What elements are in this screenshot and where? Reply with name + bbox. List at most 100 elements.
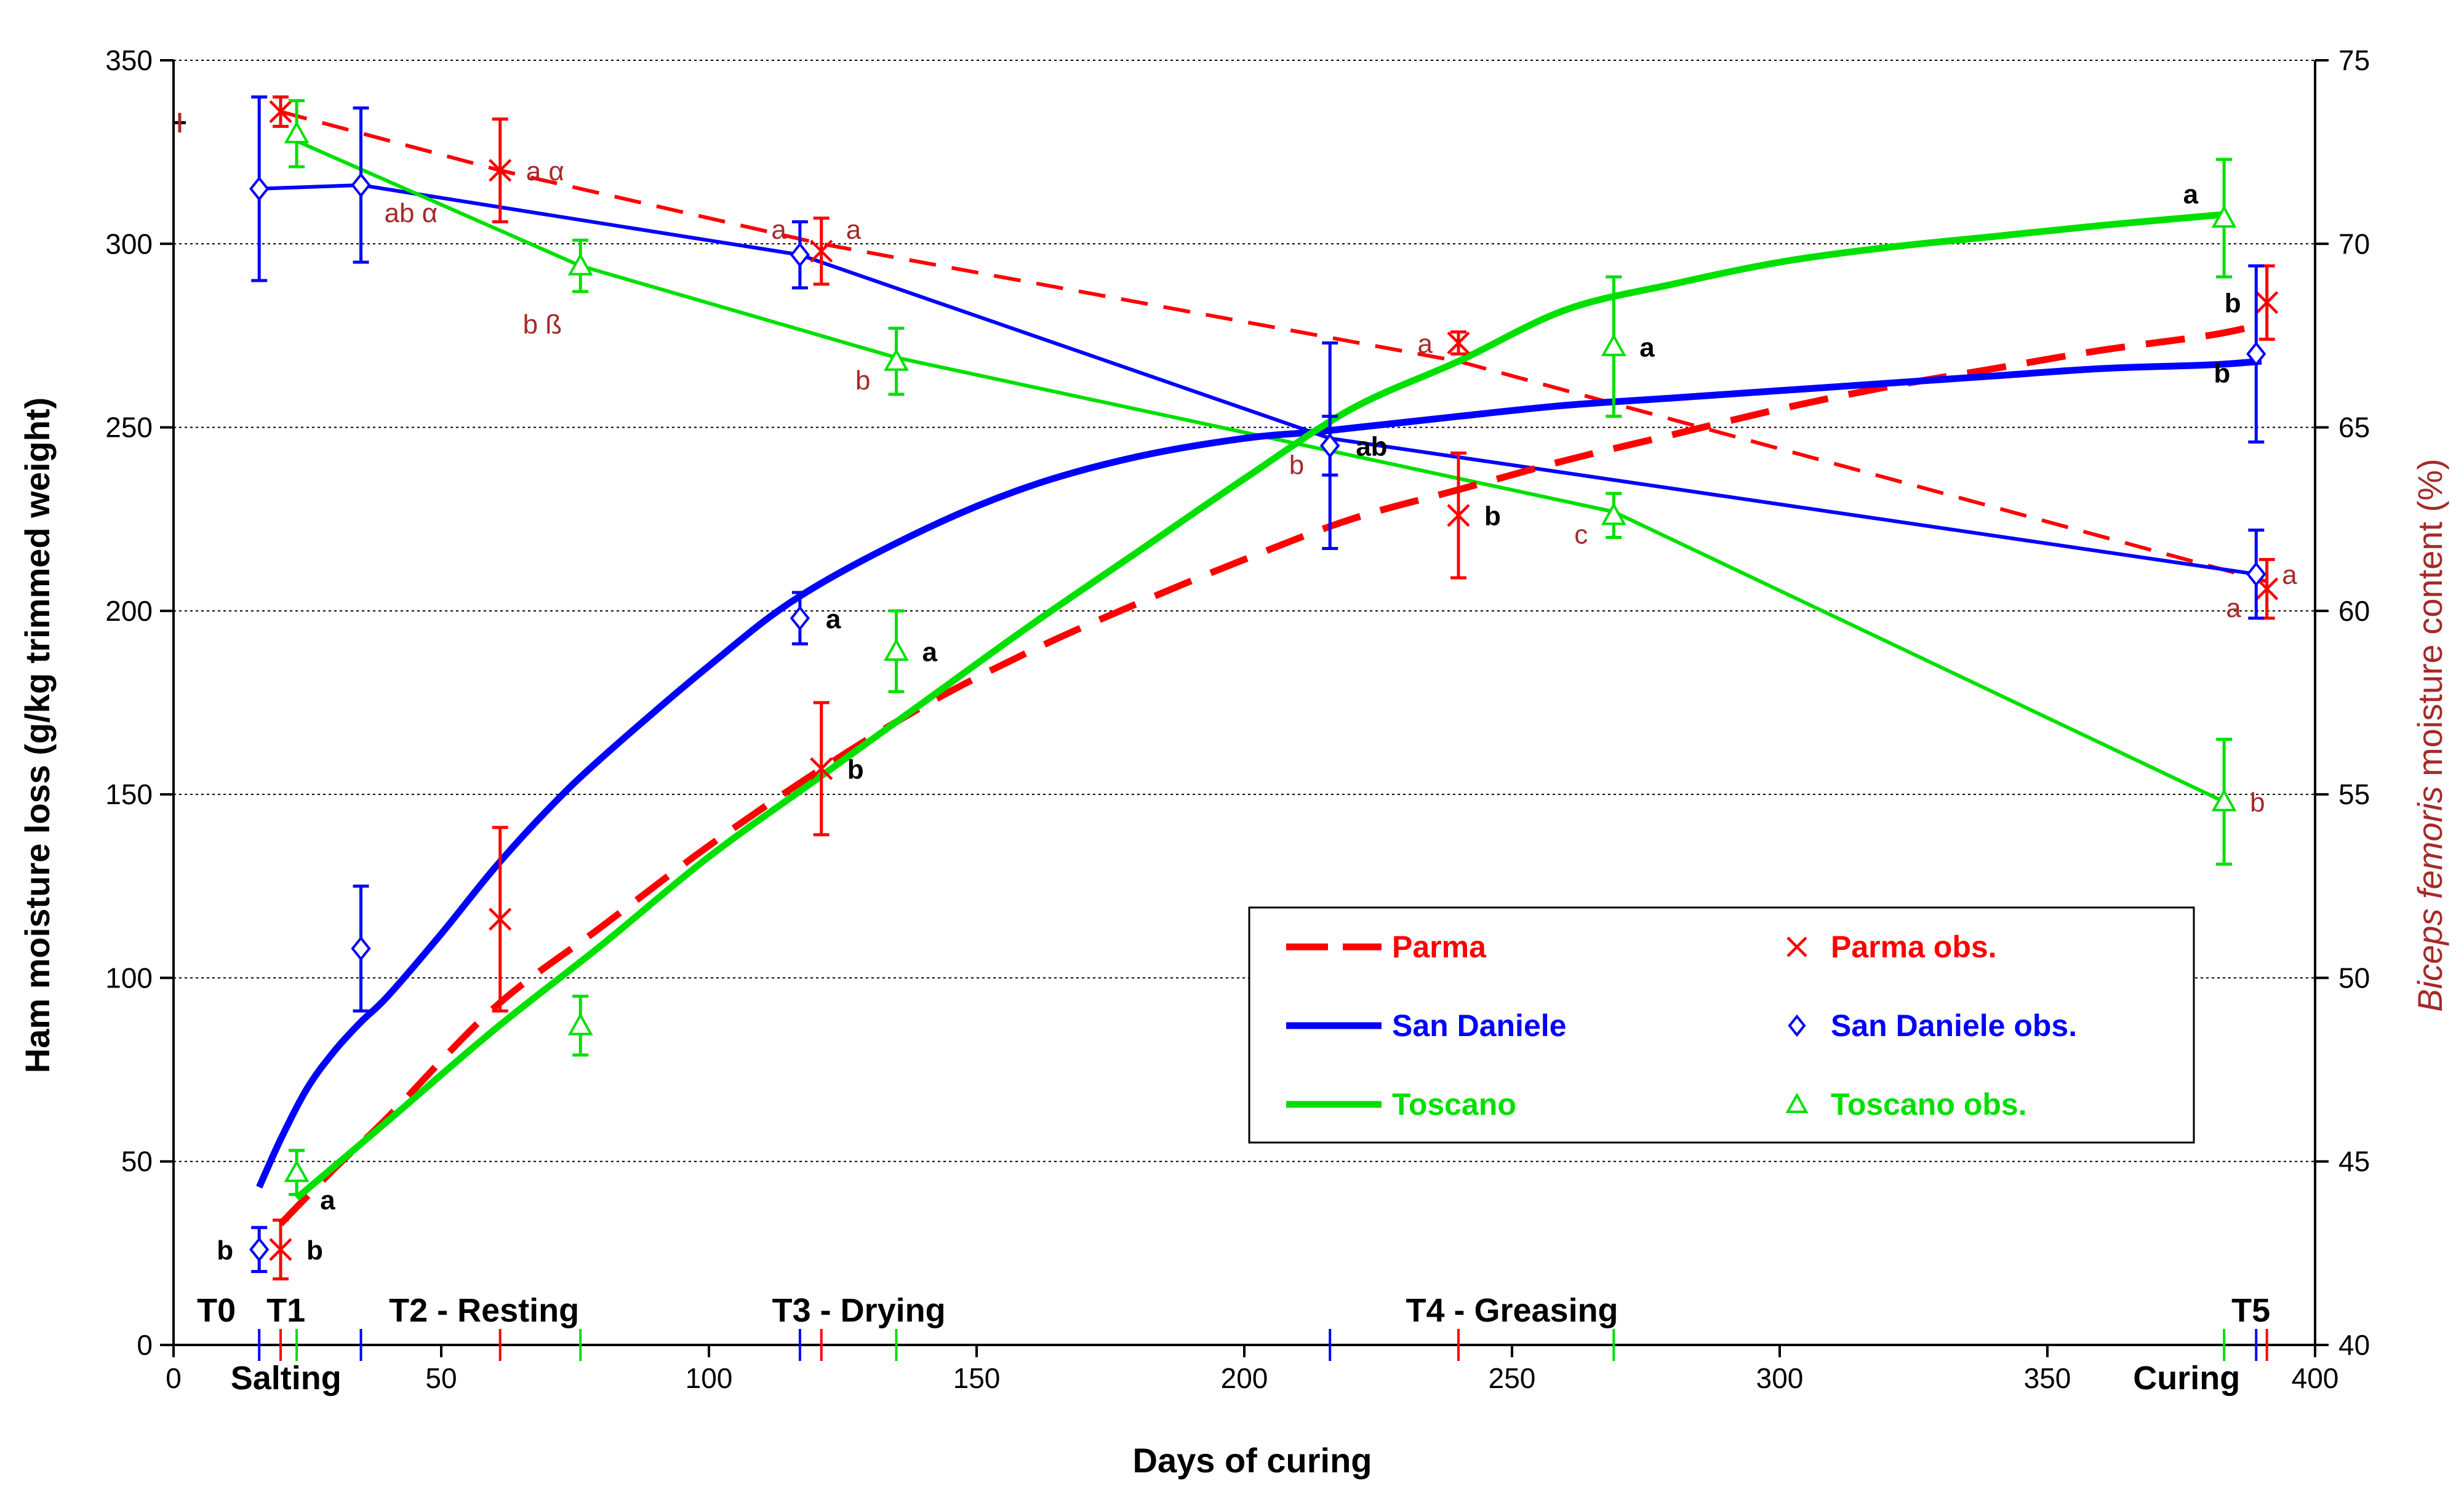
diamond-marker [1788, 1014, 1806, 1037]
phase-label: T4 - Greasing [1406, 1292, 1618, 1329]
loss-sig-letter: ab [1356, 431, 1387, 461]
y2-tick-label: 75 [2338, 44, 2370, 76]
phase-label: T5 [2231, 1292, 2270, 1329]
phase-label: T0 [197, 1292, 236, 1329]
x-tick-label: 200 [1221, 1362, 1268, 1394]
triangle-marker [567, 1012, 593, 1035]
x-marker [269, 100, 292, 124]
content-sig-letter: a [2282, 560, 2297, 590]
loss-sig-letter: a [320, 1186, 335, 1216]
triangle-marker [284, 1159, 310, 1183]
x-marker [810, 239, 833, 263]
y-tick-label: 150 [105, 778, 153, 810]
content-sig-letter: a α [526, 156, 564, 186]
legend-label: San Daniele obs. [1831, 1008, 2077, 1043]
x-tick-label: 50 [425, 1362, 457, 1394]
y2-tick-label: 45 [2338, 1146, 2370, 1178]
triangle-marker [1601, 502, 1626, 525]
loss-sig-letter: a [2183, 180, 2199, 210]
diamond-marker [1320, 433, 1340, 458]
y-tick-label: 0 [137, 1329, 153, 1361]
y2-axis-title-italic: Biceps femoris [2410, 786, 2449, 1011]
triangle-marker [884, 638, 909, 661]
y-tick-label: 200 [105, 595, 153, 627]
loss-sig-letter: b [306, 1235, 323, 1266]
content-sig-letter: c [1574, 520, 1588, 550]
content-sig-letter: a [771, 215, 786, 245]
legend: Parma Parma obs. San Daniele San Daniele ob… [1248, 906, 2195, 1144]
y2-tick-label: 60 [2338, 595, 2370, 627]
loss-sig-letter: b [2225, 289, 2241, 319]
triangle-marker [2211, 205, 2237, 228]
x-marker [2255, 291, 2279, 314]
y2-tick-label: 40 [2338, 1329, 2370, 1361]
y2-axis-title-rest: moisture content (%) [2410, 458, 2449, 786]
x-tick-label: 250 [1489, 1362, 1536, 1394]
diamond-marker [249, 1237, 270, 1263]
loss-sig-letter: a [922, 637, 938, 667]
y-tick-label: 300 [105, 228, 153, 260]
diamond-marker [790, 605, 810, 631]
y2-tick-label: 50 [2338, 962, 2370, 994]
triangle-marker [1785, 1092, 1809, 1113]
diamond-marker [790, 242, 810, 268]
content-sig-letter: a [846, 215, 862, 245]
y-axis-title: Ham moisture loss (g/kg trimmed weight) [18, 397, 57, 1073]
y2-tick-label: 70 [2338, 228, 2370, 260]
phase-markers: T0 T1 T2 - Resting T3 - Drying T4 - Greasing… [174, 113, 2270, 1397]
loss-sig-letter: a [826, 604, 841, 634]
y2-axis-title: Biceps femoris moisture content (%) [2410, 458, 2449, 1011]
content-sig-letter: b [2250, 788, 2265, 818]
legend-label: Toscano [1392, 1087, 1516, 1122]
triangle-marker [284, 121, 310, 143]
x-tick-label: 400 [2292, 1362, 2339, 1394]
legend-label: Toscano obs. [1831, 1087, 2027, 1122]
triangle-marker [567, 252, 593, 276]
legend-label: Parma [1392, 930, 1487, 964]
y-tick-label: 50 [121, 1146, 153, 1178]
x-tick-label: 350 [2024, 1362, 2071, 1394]
x-marker [489, 908, 512, 931]
content-sig-letter: a [1418, 329, 1433, 359]
x-tick-label: 0 [166, 1362, 182, 1394]
phase-label: T3 - Drying [772, 1292, 946, 1329]
y-tick-label: 350 [105, 44, 153, 76]
content-sig-letter: a [2226, 593, 2241, 623]
phase-label: T2 - Resting [389, 1292, 579, 1329]
loss-sig-letter: b [1484, 501, 1501, 532]
triangle-marker [1601, 333, 1626, 356]
loss-sig-letter: b [217, 1235, 233, 1266]
x-tick-label: 300 [1756, 1362, 1804, 1394]
x-tick-label: 100 [686, 1362, 733, 1394]
x-marker [269, 1238, 292, 1261]
loss-curve-toscano [294, 211, 2225, 1201]
diamond-marker [351, 172, 371, 198]
axis-ticks: 0 50 100 150 200 250 300 350 40 45 50 55 60 65 70 75 0 50… [105, 44, 2370, 1394]
legend-label: San Daniele [1392, 1008, 1566, 1043]
y2-tick-label: 55 [2338, 778, 2370, 810]
y-tick-label: 100 [105, 962, 153, 994]
legend-box [1248, 906, 2195, 1144]
diamond-marker [351, 936, 371, 961]
loss-sig-letter: a [1639, 332, 1655, 362]
x-marker [1447, 504, 1470, 527]
diamond-marker [249, 176, 270, 202]
x-marker [489, 159, 512, 182]
y2-tick-label: 65 [2338, 412, 2370, 444]
legend-label: Parma obs. [1831, 930, 1997, 964]
x-axis-title: Days of curing [1133, 1441, 1372, 1480]
content-sig-letter: b ß [523, 309, 562, 340]
x-marker [1786, 936, 1807, 957]
fit-lines [256, 110, 2268, 1226]
content-line-parma [280, 110, 2268, 584]
loss-curve-san-daniele [256, 357, 2262, 1189]
loss-sig-letter: b [847, 754, 864, 784]
loss-sig-letter: b [2214, 358, 2230, 388]
content-sig-letter: ab α [385, 198, 438, 228]
y-tick-label: 250 [105, 412, 153, 444]
content-sig-letter: b [1289, 450, 1304, 480]
axis-extra-label: Curing [2133, 1360, 2240, 1397]
diamond-marker [2246, 341, 2266, 367]
